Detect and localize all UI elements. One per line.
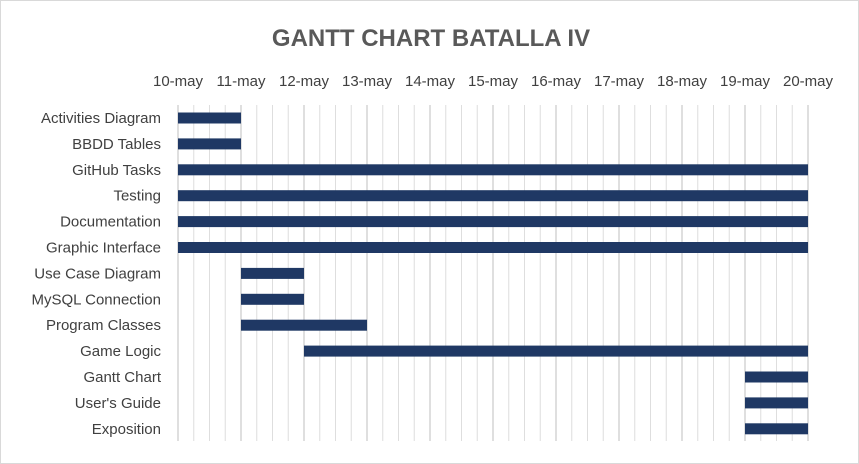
task-bar bbox=[745, 423, 808, 435]
task-labels: Activities Diagram BBDD Tables GitHub Task… bbox=[31, 110, 161, 438]
task-label: Gantt Chart bbox=[83, 369, 161, 386]
task-bar bbox=[178, 216, 808, 228]
task-bar bbox=[178, 242, 808, 253]
chart-title: GANTT CHART BATALLA IV bbox=[272, 25, 590, 52]
task-label: Game Logic bbox=[80, 343, 161, 360]
x-tick-label: 11-may bbox=[217, 73, 266, 90]
x-tick-label: 17-may bbox=[594, 73, 645, 90]
task-label: Program Classes bbox=[46, 317, 161, 334]
task-label: MySQL Connection bbox=[31, 291, 161, 308]
x-tick-label: 16-may bbox=[531, 73, 582, 90]
x-tick-label: 20-may bbox=[783, 73, 834, 90]
task-bar bbox=[178, 164, 808, 176]
task-label: Use Case Diagram bbox=[34, 265, 161, 282]
x-tick-label: 15-may bbox=[468, 73, 519, 90]
task-label: Exposition bbox=[92, 421, 161, 438]
x-tick-label: 10-may bbox=[153, 73, 204, 90]
task-label: GitHub Tasks bbox=[72, 162, 161, 179]
x-axis-ticks: 10-may 11-may 12-may 13-may 14-may 15-may 16-m… bbox=[153, 73, 834, 90]
task-bar bbox=[241, 267, 304, 279]
x-tick-label: 12-may bbox=[279, 73, 330, 90]
task-bar bbox=[304, 345, 808, 357]
task-label: User's Guide bbox=[75, 395, 161, 412]
task-bar bbox=[241, 319, 367, 331]
task-label: Documentation bbox=[60, 214, 161, 231]
task-bar bbox=[178, 138, 241, 150]
grid-layer bbox=[177, 105, 809, 441]
task-bar bbox=[745, 371, 808, 383]
task-bar bbox=[178, 190, 808, 202]
task-bar bbox=[241, 293, 304, 305]
task-label: Activities Diagram bbox=[41, 110, 161, 127]
x-tick-label: 18-may bbox=[657, 73, 708, 90]
task-bars bbox=[178, 112, 808, 435]
task-bar bbox=[745, 397, 808, 409]
x-tick-label: 13-may bbox=[342, 73, 393, 90]
task-label: Graphic Interface bbox=[46, 240, 161, 257]
x-tick-label: 19-may bbox=[720, 73, 771, 90]
x-tick-label: 14-may bbox=[405, 73, 456, 90]
task-label: BBDD Tables bbox=[72, 136, 161, 153]
task-bar bbox=[178, 112, 241, 124]
task-label: Testing bbox=[113, 188, 161, 205]
